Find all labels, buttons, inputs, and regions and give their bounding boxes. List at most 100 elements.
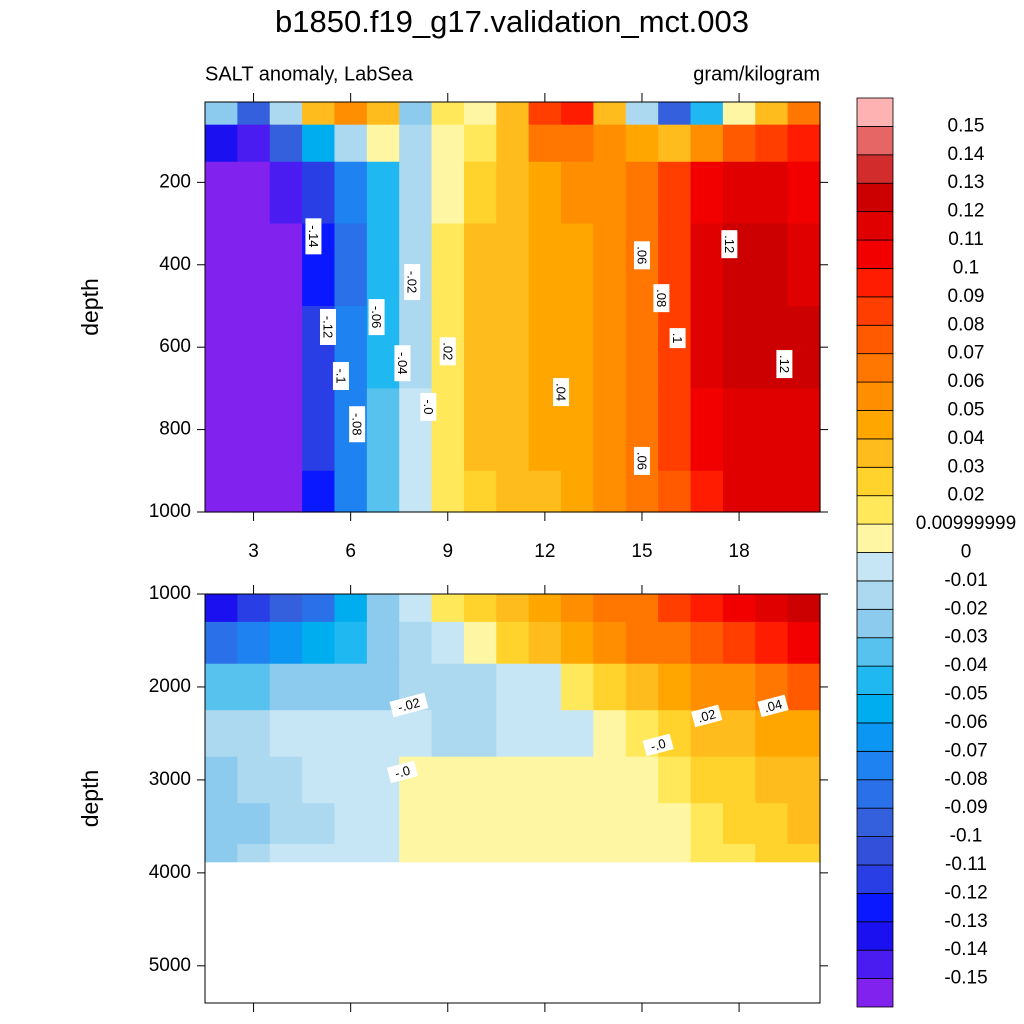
contour-cell [787, 161, 821, 225]
contour-cell [302, 470, 336, 513]
contour-cell [593, 844, 627, 863]
colorbar-box [856, 608, 894, 639]
contour-cell [269, 663, 303, 711]
contour-cell [690, 594, 724, 623]
colorbar-box [856, 466, 894, 497]
contour-cell [755, 756, 789, 804]
colorbar-label: -0.12 [944, 882, 987, 903]
y-tick-label: 600 [159, 336, 191, 357]
contour-cell [658, 621, 692, 665]
contour-cell [593, 756, 627, 804]
contour-cell [593, 223, 627, 307]
contour-label-box [721, 230, 738, 259]
contour-cell [561, 223, 595, 307]
contour-cell [237, 663, 271, 711]
contour-cell [366, 710, 400, 758]
contour-cell [528, 710, 562, 758]
contour-label: .1 [669, 328, 686, 349]
colorbar-box [856, 97, 894, 127]
contour-cell [334, 663, 368, 711]
contour-label-box [320, 308, 336, 345]
contour-cell [302, 621, 336, 665]
x-tick-label: 15 [631, 541, 652, 562]
colorbar-label: -0.01 [944, 570, 987, 591]
contour-cell [302, 756, 336, 804]
contour-label-text: .1 [670, 333, 685, 344]
contour-cell [269, 844, 303, 863]
contour-label-box [633, 241, 650, 270]
contour-label: .12 [776, 350, 793, 379]
colorbar-label: -0.14 [944, 939, 988, 960]
contour-cell [334, 223, 368, 307]
contour-cell [334, 161, 368, 225]
x-tick-label: 9 [442, 541, 453, 562]
contour-cell [625, 844, 659, 863]
contour-cell [205, 594, 238, 623]
contour-cell [690, 305, 724, 389]
contour-label: .02 [691, 704, 723, 728]
contour-cell [496, 305, 530, 389]
contour-cell [237, 594, 271, 623]
colorbar-box [856, 637, 894, 667]
contour-cell [528, 305, 562, 389]
contour-label-text: .06 [635, 246, 650, 264]
contour-cell [366, 388, 400, 472]
contour-label-box [386, 760, 419, 784]
contour-label-box [305, 218, 322, 255]
y-tick-label: 1000 [149, 501, 191, 522]
contour-cell [690, 663, 724, 711]
colorbar-label: -0.13 [944, 911, 987, 932]
contour-cell [334, 124, 368, 163]
contour-cell [496, 388, 530, 472]
contour-cell [561, 663, 595, 711]
contour-cell [722, 124, 756, 163]
contour-cell [463, 161, 497, 225]
colorbar-label: -0.1 [950, 826, 983, 847]
contour-cell [722, 305, 756, 389]
y-tick-label: 5000 [149, 955, 191, 976]
contour-cell [787, 803, 821, 845]
contour-cell [561, 124, 595, 163]
colorbar-label: -0.03 [944, 627, 987, 648]
contour-label-text: -.06 [369, 306, 384, 328]
contour-cell [690, 124, 724, 163]
contour-label-box [642, 733, 674, 757]
contour-cell [625, 663, 659, 711]
contour-cell [205, 621, 238, 665]
contour-cell [593, 663, 627, 711]
contour-cell [334, 102, 368, 126]
y-tick-label: 800 [159, 419, 191, 440]
contour-cell [755, 102, 789, 126]
contour-cell [431, 161, 465, 225]
contour-cell [561, 710, 595, 758]
contour-cell [237, 844, 271, 863]
contour-label-box [669, 328, 686, 349]
contour-cell [658, 124, 692, 163]
colorbar-box [856, 154, 894, 184]
contour-cell [237, 124, 271, 163]
contour-label-text: .06 [635, 452, 650, 470]
contour-cell [528, 102, 562, 126]
contour-cell [269, 161, 303, 225]
colorbar-box [856, 836, 894, 866]
contour-cell [366, 594, 400, 623]
contour-cell [334, 756, 368, 804]
contour-cell [431, 388, 465, 472]
contour-cell [463, 388, 497, 472]
contour-cell [496, 223, 530, 307]
contour-label-box [691, 704, 723, 728]
contour-cell [399, 621, 433, 665]
contour-label-box [439, 337, 456, 366]
contour-cell [399, 124, 433, 163]
contour-label-box [349, 406, 366, 443]
contour-cell [463, 102, 497, 126]
colorbar-box [856, 949, 894, 979]
contour-cell [755, 621, 789, 665]
contour-cell [561, 756, 595, 804]
contour-cell [561, 102, 595, 126]
colorbar-box [856, 750, 894, 781]
subtitle-left: SALT anomaly, LabSea [205, 63, 414, 85]
contour-cell [205, 161, 238, 225]
colorbar-label: 0.1 [953, 257, 979, 278]
contour-cell [205, 756, 238, 804]
